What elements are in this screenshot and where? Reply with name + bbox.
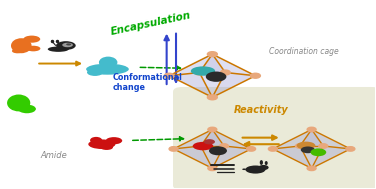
Ellipse shape [48,46,69,52]
Ellipse shape [242,168,246,170]
Circle shape [319,144,328,148]
Ellipse shape [258,165,268,170]
Polygon shape [169,73,212,97]
Ellipse shape [204,139,215,144]
Polygon shape [212,73,255,97]
Circle shape [196,144,205,148]
Circle shape [164,73,174,78]
Polygon shape [201,146,224,168]
Polygon shape [199,54,225,73]
Circle shape [208,127,217,132]
Circle shape [208,166,217,170]
Ellipse shape [311,148,326,156]
Ellipse shape [23,36,40,43]
Ellipse shape [11,38,32,53]
Polygon shape [273,146,312,168]
Circle shape [346,147,355,151]
Polygon shape [312,129,350,149]
Ellipse shape [99,57,117,68]
Circle shape [268,147,277,151]
Polygon shape [212,54,255,76]
Circle shape [247,147,256,151]
Ellipse shape [206,71,226,82]
Circle shape [307,166,316,170]
Polygon shape [273,146,312,168]
Ellipse shape [18,105,36,113]
Circle shape [194,70,205,75]
Polygon shape [174,146,212,168]
Text: Reactivity: Reactivity [233,105,288,115]
Ellipse shape [106,137,122,144]
Polygon shape [312,146,350,168]
Ellipse shape [12,49,23,53]
Ellipse shape [90,137,102,144]
Circle shape [220,70,230,75]
Ellipse shape [26,46,40,51]
Ellipse shape [265,161,268,165]
Ellipse shape [88,139,115,149]
Polygon shape [300,129,323,146]
Ellipse shape [56,41,76,50]
Polygon shape [300,146,323,168]
Text: Amide: Amide [40,151,67,160]
Ellipse shape [86,64,129,75]
Ellipse shape [62,43,73,47]
Polygon shape [273,129,312,149]
Polygon shape [169,54,212,76]
Ellipse shape [297,142,315,149]
Ellipse shape [100,145,113,150]
Circle shape [169,147,178,151]
Circle shape [250,73,261,78]
Polygon shape [212,73,255,97]
Ellipse shape [7,94,30,111]
Polygon shape [201,129,224,146]
Ellipse shape [191,66,215,76]
Circle shape [208,52,217,57]
Polygon shape [174,129,212,149]
Circle shape [220,144,229,148]
Polygon shape [212,146,251,168]
Circle shape [296,144,305,148]
Text: Encapsulation: Encapsulation [109,10,192,37]
Ellipse shape [193,142,213,150]
Ellipse shape [209,146,227,155]
Ellipse shape [87,69,103,76]
Ellipse shape [66,43,71,46]
Text: Coordination cage: Coordination cage [268,47,338,56]
Circle shape [307,127,316,132]
Ellipse shape [260,160,263,165]
Circle shape [208,95,217,100]
Polygon shape [312,146,350,168]
Ellipse shape [301,146,315,153]
Text: Conformational
change: Conformational change [113,73,183,92]
Polygon shape [212,146,251,168]
Polygon shape [174,146,212,168]
Polygon shape [212,129,251,149]
Polygon shape [169,73,212,97]
Ellipse shape [245,166,265,174]
FancyBboxPatch shape [173,87,376,189]
Polygon shape [199,73,225,97]
